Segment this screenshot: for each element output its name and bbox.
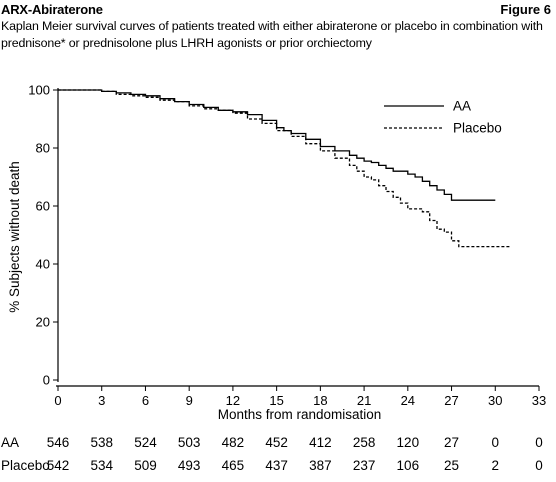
risk-cell: 25 [444, 458, 459, 473]
y-tick-label: 20 [36, 315, 50, 330]
risk-row-label: Placebo [1, 458, 50, 473]
figure-label: Figure 6 [500, 2, 551, 17]
y-tick-label: 40 [36, 257, 50, 272]
risk-cell: 493 [178, 458, 201, 473]
risk-cell: 534 [90, 458, 113, 473]
x-tick-label: 21 [357, 393, 371, 408]
risk-cell: 482 [222, 435, 245, 450]
x-axis-label: Months from randomisation [218, 407, 382, 422]
x-tick-label: 24 [401, 393, 415, 408]
x-tick-label: 27 [444, 393, 458, 408]
legend-label-aa: AA [453, 99, 471, 114]
x-tick-label: 6 [142, 393, 149, 408]
risk-cell: 120 [397, 435, 420, 450]
risk-cell: 503 [178, 435, 201, 450]
risk-cell: 437 [265, 458, 288, 473]
risk-cell: 0 [492, 435, 500, 450]
risk-cell: 237 [353, 458, 376, 473]
risk-cell: 0 [535, 458, 543, 473]
x-tick-label: 3 [98, 393, 105, 408]
drug-name-title: ARX-Abiraterone [1, 2, 103, 17]
risk-cell: 546 [47, 435, 70, 450]
y-axis-label: % Subjects without death [7, 161, 22, 313]
x-tick-label: 9 [186, 393, 193, 408]
x-tick-label: 15 [269, 393, 283, 408]
risk-cell: 452 [265, 435, 288, 450]
risk-cell: 412 [309, 435, 332, 450]
risk-row-label: AA [1, 435, 19, 450]
y-tick-label: 0 [43, 373, 50, 388]
y-tick-label: 100 [28, 83, 50, 98]
x-tick-label: 30 [488, 393, 502, 408]
risk-cell: 542 [47, 458, 70, 473]
risk-cell: 2 [492, 458, 500, 473]
risk-cell: 387 [309, 458, 332, 473]
y-tick-label: 80 [36, 141, 50, 156]
series-line-placebo [58, 89, 510, 248]
risk-cell: 524 [134, 435, 157, 450]
risk-cell: 465 [222, 458, 245, 473]
x-tick-label: 12 [226, 393, 240, 408]
risk-cell: 0 [535, 435, 543, 450]
risk-cell: 509 [134, 458, 157, 473]
risk-cell: 258 [353, 435, 376, 450]
figure-subtitle: Kaplan Meier survival curves of patients… [1, 19, 543, 50]
x-tick-label: 18 [313, 393, 327, 408]
x-tick-label: 0 [54, 393, 61, 408]
risk-cell: 27 [444, 435, 459, 450]
risk-cell: 538 [90, 435, 113, 450]
x-tick-label: 33 [532, 393, 546, 408]
y-tick-label: 60 [36, 199, 50, 214]
risk-cell: 106 [397, 458, 420, 473]
legend-label-placebo: Placebo [453, 121, 502, 136]
